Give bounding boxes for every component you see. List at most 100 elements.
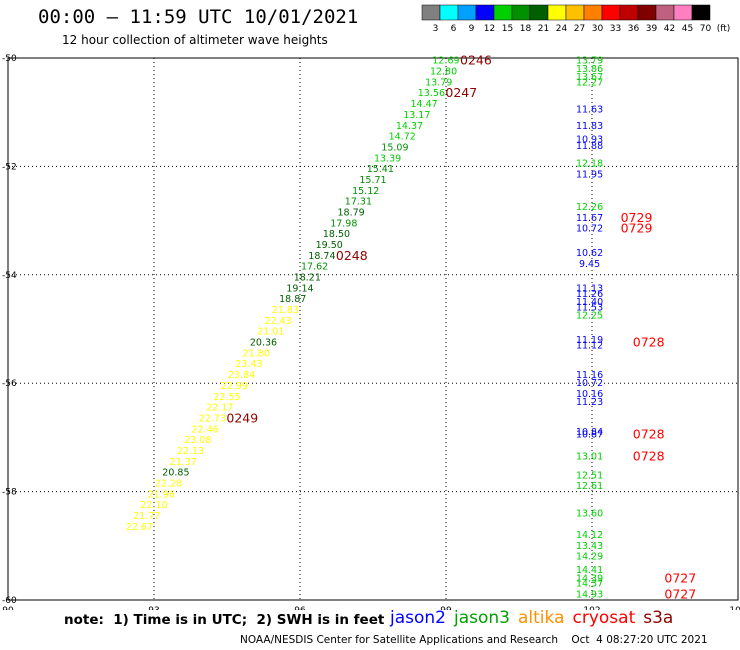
chart-subtitle: 12 hour collection of altimeter wave hei…: [62, 33, 328, 47]
color-scale-label: 30: [592, 24, 604, 34]
color-scale-label: 24: [556, 24, 568, 34]
data-point-label: 17.62: [301, 262, 328, 273]
color-scale-swatch: [637, 4, 657, 21]
data-point-label: 13.67: [576, 72, 603, 83]
data-point-label: 11.67: [576, 213, 603, 224]
color-scale-swatch: [601, 4, 621, 21]
y-tick-label: -50: [2, 54, 17, 64]
data-point-label: 12.61: [576, 481, 603, 492]
pass-time-label: 0247: [445, 85, 477, 100]
footer-note: note: 1) Time is in UTC; 2) SWH is in fe…: [64, 612, 385, 628]
pass-time-label: 0728: [633, 448, 665, 463]
color-scale-swatch: [457, 4, 477, 21]
pass-time-label: 0246: [460, 53, 492, 68]
color-scale-swatch: [529, 4, 549, 21]
data-point-label: 20.85: [162, 468, 189, 479]
color-scale-swatch: [421, 4, 441, 21]
color-scale-label: 39: [646, 24, 658, 34]
data-point-label: 22.10: [140, 500, 167, 511]
data-point-label: 11.19: [576, 335, 603, 346]
data-point-label: 13.39: [374, 153, 401, 164]
data-point-label: 22.13: [177, 446, 204, 457]
data-point-label: 11.95: [576, 170, 603, 181]
data-point-label: 12.69: [432, 56, 459, 67]
mission-legend: jason2 jason3 altika cryosat s3a: [390, 608, 681, 628]
data-point-label: 20.36: [250, 338, 277, 349]
data-point-label: 19.14: [286, 283, 313, 294]
data-point-label: 17.98: [330, 218, 357, 229]
data-point-label: 11.12: [576, 340, 603, 351]
data-point-label: 21.37: [170, 457, 197, 468]
data-point-label: 11.88: [576, 141, 603, 152]
color-scale-swatch: [691, 4, 711, 21]
y-tick-label: -56: [2, 379, 17, 389]
plot-frame: [7, 57, 739, 601]
data-point-label: 12.26: [576, 202, 603, 213]
y-tick-label: -52: [2, 162, 17, 172]
data-point-label: 10.87: [576, 430, 603, 441]
color-scale-label: 12: [484, 24, 495, 34]
color-scale-swatch: [583, 4, 603, 21]
color-scale-label: (ft): [717, 24, 731, 34]
color-scale-swatch: [493, 4, 513, 21]
color-scale-label: 18: [520, 24, 532, 34]
pass-time-label: 0728: [633, 335, 665, 350]
data-point-label: 14.72: [389, 132, 416, 143]
data-point-label: 22.55: [213, 392, 240, 403]
data-point-label: 13.79: [576, 56, 603, 67]
data-point-label: 18.21: [294, 273, 321, 284]
data-point-label: 21.01: [257, 327, 284, 338]
data-point-label: 23.43: [235, 359, 262, 370]
color-scale-swatch: [475, 4, 495, 21]
x-tick-label: 102: [583, 606, 600, 610]
data-point-label: 21.96: [148, 489, 175, 500]
data-point-label: 15.41: [367, 164, 394, 175]
data-point-label: 13.17: [403, 110, 430, 121]
wave-height-chart: 36912151821242730333639424570(ft)9093969…: [2, 4, 740, 610]
data-point-label: 19.50: [316, 240, 343, 251]
mission-legend-item: s3a: [643, 608, 674, 628]
data-point-label: 12.18: [576, 159, 603, 170]
data-point-label: 22.17: [206, 403, 233, 414]
color-scale-label: 36: [628, 24, 640, 34]
data-point-label: 13.86: [576, 64, 603, 75]
pass-time-label: 0249: [226, 410, 258, 425]
y-tick-label: -54: [2, 271, 17, 281]
y-tick-label: -58: [2, 488, 17, 498]
data-point-label: 18.74: [308, 251, 335, 262]
chart-title: 00:00 – 11:59 UTC 10/01/2021: [38, 6, 359, 28]
data-point-label: 14.41: [576, 565, 603, 576]
credit-line: NOAA/NESDIS Center for Satellite Applica…: [240, 634, 708, 646]
data-point-label: 10.62: [576, 248, 603, 259]
pass-time-label: 0727: [664, 587, 696, 602]
data-point-label: 15.71: [359, 175, 386, 186]
data-point-label: 11.83: [576, 121, 603, 132]
data-point-label: 11.13: [576, 283, 603, 294]
data-point-label: 14.12: [576, 530, 603, 541]
data-point-label: 11.63: [576, 104, 603, 115]
color-scale-swatch: [655, 4, 675, 21]
data-point-label: 10.84: [576, 427, 603, 438]
data-point-label: 21.83: [272, 305, 299, 316]
data-point-label: 14.39: [576, 573, 603, 584]
mission-legend-item: cryosat: [572, 608, 636, 628]
color-scale-label: 15: [502, 24, 513, 34]
pass-time-label: 0728: [633, 427, 665, 442]
data-point-label: 17.31: [345, 197, 372, 208]
color-scale-label: 6: [451, 24, 457, 34]
data-point-label: 11.16: [576, 370, 603, 381]
color-scale-label: 70: [700, 24, 712, 34]
color-scale-label: 33: [610, 24, 621, 34]
color-scale-swatch: [439, 4, 459, 21]
data-point-label: 13.60: [576, 508, 603, 519]
mission-legend-item: jason3: [454, 608, 510, 628]
data-point-label: 18.50: [323, 229, 350, 240]
data-point-label: 13.56: [418, 88, 445, 99]
data-point-label: 21.77: [133, 511, 160, 522]
data-point-label: 12.51: [576, 470, 603, 481]
data-point-label: 13.43: [576, 541, 603, 552]
pass-time-label: 0727: [664, 570, 696, 585]
data-point-label: 10.93: [576, 134, 603, 145]
data-point-label: 21.80: [243, 348, 270, 359]
data-point-label: 13.79: [425, 77, 452, 88]
